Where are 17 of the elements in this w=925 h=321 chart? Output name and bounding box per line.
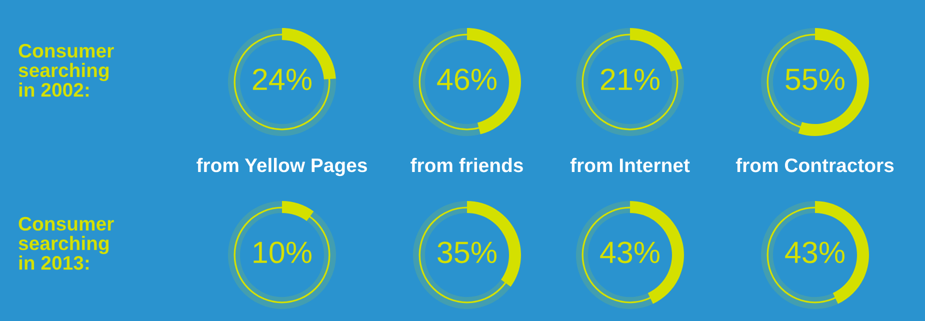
- text: 46%: [437, 68, 496, 90]
- text: Consumer searching in 2013:: [18, 216, 114, 270]
- text: from friends: [410, 158, 523, 172]
- donut-slice: [228, 201, 336, 309]
- text: from Internet: [570, 158, 690, 172]
- donut-slice: [576, 28, 684, 136]
- text: 35%: [438, 242, 496, 264]
- text: 24%: [252, 68, 312, 90]
- text: 55%: [786, 68, 844, 90]
- donut-slice: [228, 28, 336, 136]
- text: 21%: [600, 68, 660, 90]
- text: from Contractors: [736, 158, 894, 172]
- text: 43%: [785, 242, 844, 264]
- text: from Yellow Pages: [196, 158, 367, 176]
- text: 10%: [254, 242, 312, 264]
- text: 43%: [600, 242, 660, 264]
- text: Consumer searching in 2002:: [18, 44, 114, 97]
